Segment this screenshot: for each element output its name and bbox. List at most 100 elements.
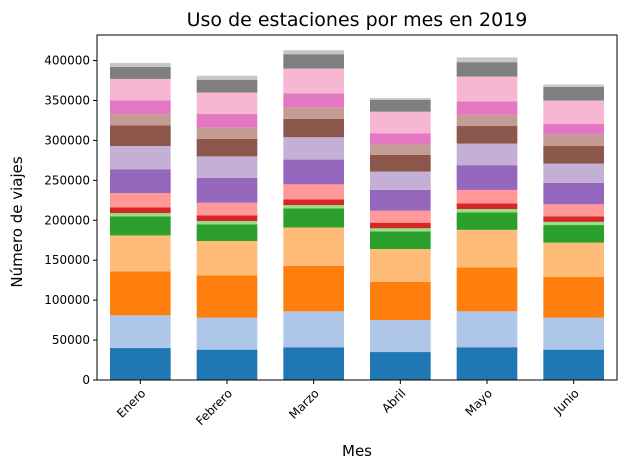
bar-segment-4-junio <box>543 242 604 277</box>
bar-segment-6-junio <box>543 221 604 226</box>
bar-segment-4-mayo <box>456 229 518 268</box>
bar-segment-3-mayo <box>456 267 518 312</box>
bar-segment-5-febrero <box>196 224 258 242</box>
bar-segment-9-marzo <box>283 159 344 185</box>
bar-segment-16-enero <box>110 62 171 67</box>
bar-segment-11-febrero <box>196 138 258 157</box>
bar-segment-2-enero <box>110 315 171 349</box>
bar-segment-13-mayo <box>456 101 518 115</box>
bar-segment-4-marzo <box>283 227 344 266</box>
bar-segment-3-marzo <box>283 265 344 312</box>
bar-segment-8-abril <box>370 210 431 223</box>
x-tick-label-abril: Abril <box>379 386 408 415</box>
chart-title: Uso de estaciones por mes en 2019 <box>187 9 528 31</box>
bar-segment-6-abril <box>370 228 431 232</box>
bar-segment-10-enero <box>110 146 171 170</box>
bar-segment-1-mayo <box>456 347 518 380</box>
y-tick-label: 350000 <box>44 93 90 107</box>
bar-segment-7-abril <box>370 222 431 229</box>
bar-segment-8-mayo <box>456 189 518 204</box>
bar-segment-9-enero <box>110 169 171 194</box>
bar-segment-4-enero <box>110 235 171 272</box>
bar-segment-12-febrero <box>196 127 258 139</box>
bar-segment-2-febrero <box>196 317 258 350</box>
y-tick-label: 150000 <box>44 253 90 267</box>
bar-segment-7-marzo <box>283 199 344 206</box>
bar-segment-11-abril <box>370 154 431 172</box>
bar-segment-2-marzo <box>283 311 344 348</box>
bar-segment-5-junio <box>543 225 604 243</box>
y-tick-label: 0 <box>82 373 90 387</box>
bar-segment-12-enero <box>110 114 171 126</box>
bar-segment-13-marzo <box>283 93 344 108</box>
bar-segment-1-marzo <box>283 347 344 380</box>
bar-segment-14-abril <box>370 111 431 134</box>
bar-segment-8-febrero <box>196 202 258 216</box>
plot-frame <box>96 34 618 381</box>
bar-segment-3-enero <box>110 271 171 316</box>
bar-segment-2-abril <box>370 320 431 353</box>
bar-segment-7-enero <box>110 207 171 214</box>
bar-segment-7-febrero <box>196 215 258 222</box>
bar-segment-14-junio <box>543 100 604 124</box>
bar-segment-13-abril <box>370 133 431 145</box>
bar-segment-8-marzo <box>283 184 344 200</box>
bar-segment-6-febrero <box>196 221 258 225</box>
bars-group <box>110 50 604 380</box>
y-tick-label: 300000 <box>44 133 90 147</box>
x-tick-label-mayo: Mayo <box>462 386 495 419</box>
bar-segment-10-junio <box>543 163 604 183</box>
y-axis-label: Número de viajes <box>8 156 26 288</box>
bar-segment-3-abril <box>370 281 431 321</box>
bar-segment-15-marzo <box>283 54 344 69</box>
bar-segment-13-junio <box>543 123 604 135</box>
bar-segment-16-febrero <box>196 75 258 80</box>
bar-segment-3-junio <box>543 276 604 318</box>
bar-segment-13-enero <box>110 100 171 115</box>
bar-segment-13-febrero <box>196 114 258 128</box>
bar-segment-1-febrero <box>196 349 258 380</box>
bar-segment-5-enero <box>110 216 171 236</box>
bar-segment-5-mayo <box>456 212 518 230</box>
bar-segment-11-marzo <box>283 118 344 138</box>
bar-segment-5-abril <box>370 231 431 250</box>
bar-segment-10-febrero <box>196 156 258 178</box>
bar-segment-2-mayo <box>456 311 518 348</box>
bar-segment-16-mayo <box>456 57 518 63</box>
bar-segment-15-abril <box>370 99 431 112</box>
y-tick-label: 200000 <box>44 213 90 227</box>
bar-segment-3-febrero <box>196 275 258 318</box>
bar-segment-4-febrero <box>196 241 258 276</box>
bar-segment-5-marzo <box>283 208 344 228</box>
bar-segment-15-junio <box>543 86 604 101</box>
bar-segment-12-junio <box>543 134 604 147</box>
bar-segment-1-junio <box>543 349 604 380</box>
bar-segment-8-enero <box>110 193 171 208</box>
bar-segment-11-mayo <box>456 126 518 144</box>
bar-segment-14-mayo <box>456 76 518 102</box>
bar-segment-10-marzo <box>283 137 344 160</box>
bar-segment-9-junio <box>543 182 604 205</box>
bar-segment-9-febrero <box>196 177 258 203</box>
bar-segment-16-abril <box>370 98 431 100</box>
bar-segment-16-marzo <box>283 50 344 55</box>
bar-segment-12-marzo <box>283 107 344 119</box>
bar-segment-16-junio <box>543 84 604 87</box>
bar-segment-15-mayo <box>456 62 518 77</box>
bar-segment-1-abril <box>370 352 431 380</box>
bar-segment-4-abril <box>370 249 431 282</box>
y-tick-label: 250000 <box>44 173 90 187</box>
bar-segment-11-enero <box>110 125 171 146</box>
bar-segment-14-febrero <box>196 92 258 115</box>
x-axis-label: Mes <box>342 442 372 460</box>
bar-segment-14-enero <box>110 78 171 101</box>
bar-segment-15-enero <box>110 66 171 79</box>
bar-segment-6-marzo <box>283 205 344 209</box>
y-tick-label: 50000 <box>52 333 90 347</box>
bar-segment-6-mayo <box>456 209 518 213</box>
x-tick-label-junio: Junio <box>550 386 581 417</box>
bar-segment-15-febrero <box>196 79 258 93</box>
bar-segment-10-abril <box>370 171 431 190</box>
bar-segment-12-mayo <box>456 114 518 127</box>
